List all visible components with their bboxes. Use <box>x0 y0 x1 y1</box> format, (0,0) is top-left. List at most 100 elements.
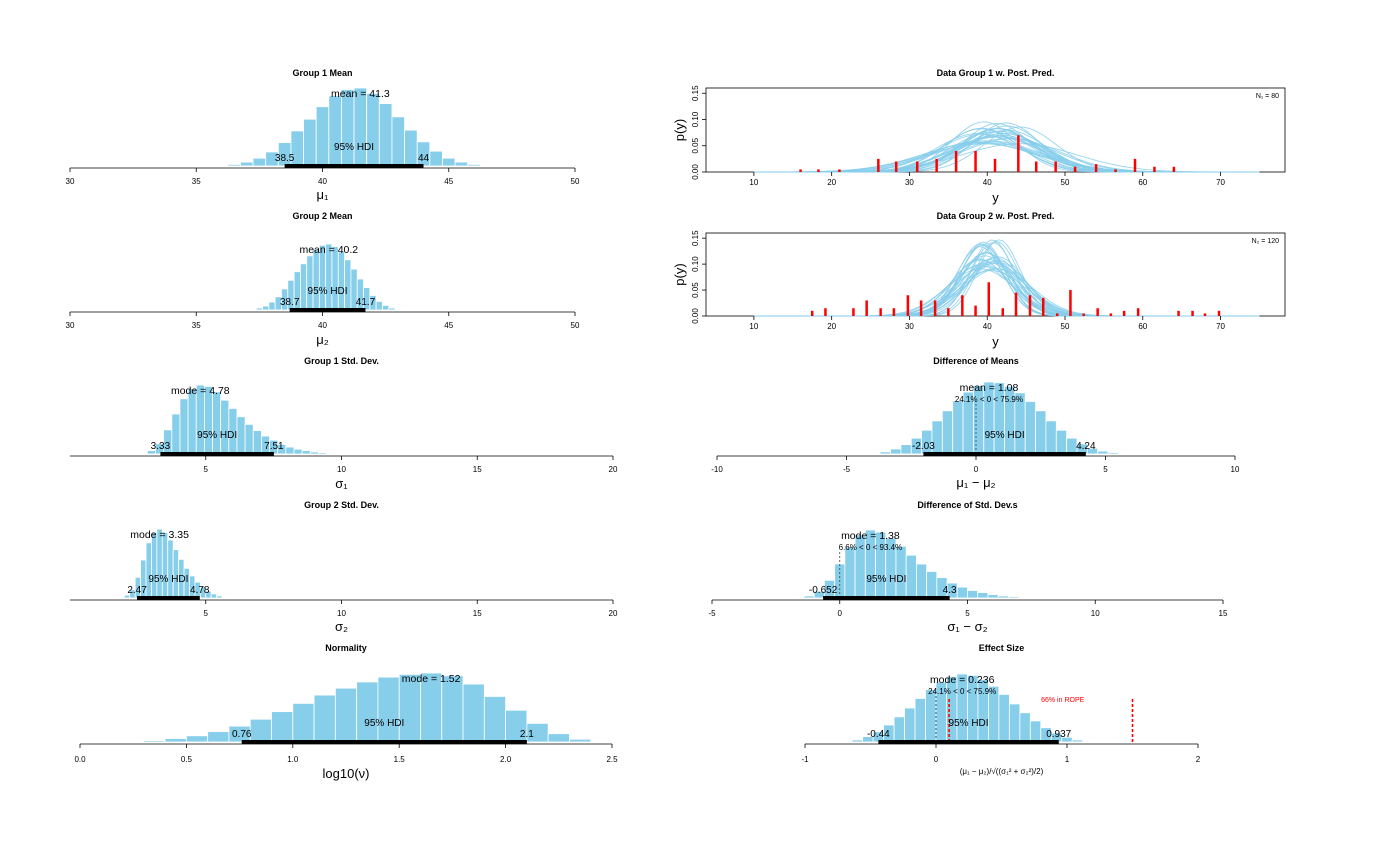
data1-pred-curve <box>753 123 1260 173</box>
data2-pred-curve <box>753 268 1260 317</box>
g1sd-bar <box>252 430 262 455</box>
normality-bar <box>164 738 187 743</box>
g1sd-bar <box>212 391 222 455</box>
data1-pred-curve <box>753 136 1260 173</box>
diffmeans-bar <box>1107 452 1119 455</box>
diffmeans-tick-label: 0 <box>974 465 979 474</box>
g2mean-bar <box>375 301 383 311</box>
normality-hdi-high: 2.1 <box>520 729 534 740</box>
diffsd-xlabel: σ₁ − σ₂ <box>947 619 987 634</box>
diffsd-bar <box>1007 596 1020 599</box>
data2-tick-label: 10 <box>749 322 758 331</box>
data1-ytick-label: 0.15 <box>691 85 700 101</box>
diffsd-title: Difference of Std. Dev.s <box>917 500 1017 510</box>
g2sd-title: Group 2 Std. Dev. <box>304 500 379 510</box>
g1sd-bar <box>326 452 336 455</box>
g1mean-hdi-label: 95% HDI <box>334 142 374 153</box>
effsize-xlabel: (μ₁ − μ₂)/√((σ₁² + σ₂²)/2) <box>960 767 1044 776</box>
data2-xlabel: y <box>992 334 999 349</box>
normality-bar <box>249 718 272 743</box>
data1-legend: N₁ = 80 <box>1256 93 1279 100</box>
g2mean-bar <box>388 307 396 311</box>
normality-tick-label: 0.5 <box>181 755 193 764</box>
data2-pred-curve <box>753 256 1260 317</box>
g2mean-bar <box>331 246 339 311</box>
g2mean-center-label: mean = 40.2 <box>299 244 358 256</box>
diffmeans-comp-label: 24.1% < 0 < 75.9% <box>955 395 1023 404</box>
g2mean-hdi-low: 38.7 <box>280 297 300 308</box>
g2sd-hdi-low: 2.47 <box>127 585 147 596</box>
data1-ytick-label: 0.05 <box>691 137 700 153</box>
diffmeans-bar <box>890 448 902 455</box>
data2-ytick-label: 0.10 <box>691 256 700 272</box>
diffmeans-bar <box>1055 429 1068 455</box>
normality-bar <box>207 731 230 743</box>
diffsd-tick-label: 10 <box>1091 609 1100 618</box>
data1-pred-curve <box>753 133 1260 173</box>
g1mean-bar <box>303 118 317 167</box>
g1sd-center-label: mode = 4.78 <box>171 385 230 397</box>
diffsd-center-label: mode = 1.38 <box>841 530 900 542</box>
data2-panel: Data Group 2 w. Post. Pred. 10 20 30 40 50 60 7… <box>672 211 1286 349</box>
diffsd-bar <box>956 586 968 599</box>
diffmeans-tick-label: 5 <box>1103 465 1108 474</box>
g1sd-tick-label: 10 <box>337 465 346 474</box>
g1mean-tick-label: 35 <box>192 177 201 186</box>
data1-xlabel: y <box>992 190 999 205</box>
diffmeans-title: Difference of Means <box>933 356 1019 366</box>
g2mean-xlabel: μ₂ <box>316 332 329 347</box>
g1sd-bar <box>179 398 189 455</box>
diffmeans-hdi-high: 4.24 <box>1076 441 1096 452</box>
normality-bar <box>441 675 464 743</box>
g1sd-bar <box>318 452 327 455</box>
g1sd-bar <box>301 450 311 455</box>
g1sd-tick-label: 20 <box>609 465 618 474</box>
data2-pred-curve <box>753 268 1260 317</box>
diffsd-bar <box>926 571 938 599</box>
g2sd-bar <box>167 539 174 599</box>
g1mean-tick-label: 45 <box>444 177 453 186</box>
g1mean-tick-label: 50 <box>571 177 580 186</box>
effsize-tick-label: 0 <box>934 755 939 764</box>
data1-pred-curve <box>753 141 1260 173</box>
g1mean-bar <box>227 164 241 167</box>
diffsd-bar <box>977 592 989 599</box>
data2-pred-curve <box>753 257 1260 317</box>
normality-title: Normality <box>325 643 367 653</box>
diffsd-bar <box>916 563 928 599</box>
diffmeans-center-label: mean = 1.08 <box>960 382 1019 394</box>
g1mean-panel: Group 1 Mean 30 35 40 45 50 μ₁ 38.5 44 95% HDI mea… <box>66 68 580 202</box>
g2sd-bar <box>210 593 218 599</box>
normality-panel: Normality 0.0 0.5 1.0 1.5 2.0 2.5 log10(ν) 0.76 2… <box>74 643 618 781</box>
effsize-tick-label: -1 <box>801 755 809 764</box>
normality-hdi-low: 0.76 <box>232 729 252 740</box>
diffsd-bar <box>895 545 907 599</box>
g2mean-bar <box>306 255 314 311</box>
data1-pred-curve <box>753 143 1260 173</box>
data1-pred-curve <box>753 142 1260 173</box>
normality-bar <box>462 683 485 743</box>
normality-hdi-label: 95% HDI <box>364 718 404 729</box>
g1sd-bar <box>293 448 303 455</box>
g2sd-tick-label: 20 <box>609 609 618 618</box>
g1mean-bar <box>240 161 254 167</box>
normality-tick-label: 1.5 <box>394 755 406 764</box>
g2mean-bar <box>262 305 270 311</box>
data1-pred-curve <box>753 138 1260 173</box>
g2sd-tick-label: 15 <box>473 609 482 618</box>
g1sd-tick-label: 5 <box>204 465 209 474</box>
g1sd-bar <box>309 451 319 455</box>
g1sd-hdi-label: 95% HDI <box>197 430 237 441</box>
data1-ytick-label: 0.00 <box>691 164 700 180</box>
effsize-hdi-low: -0.44 <box>867 729 890 740</box>
data2-pred-curve <box>753 262 1260 317</box>
effsize-bar <box>998 694 1010 743</box>
g1mean-bar <box>341 89 355 167</box>
g1sd-bar <box>171 413 181 455</box>
g2sd-bar <box>161 532 169 599</box>
g1sd-title: Group 1 Std. Dev. <box>304 356 379 366</box>
data1-pred-curve <box>753 142 1260 173</box>
diffmeans-bar <box>900 444 912 455</box>
effsize-bar <box>893 716 905 743</box>
